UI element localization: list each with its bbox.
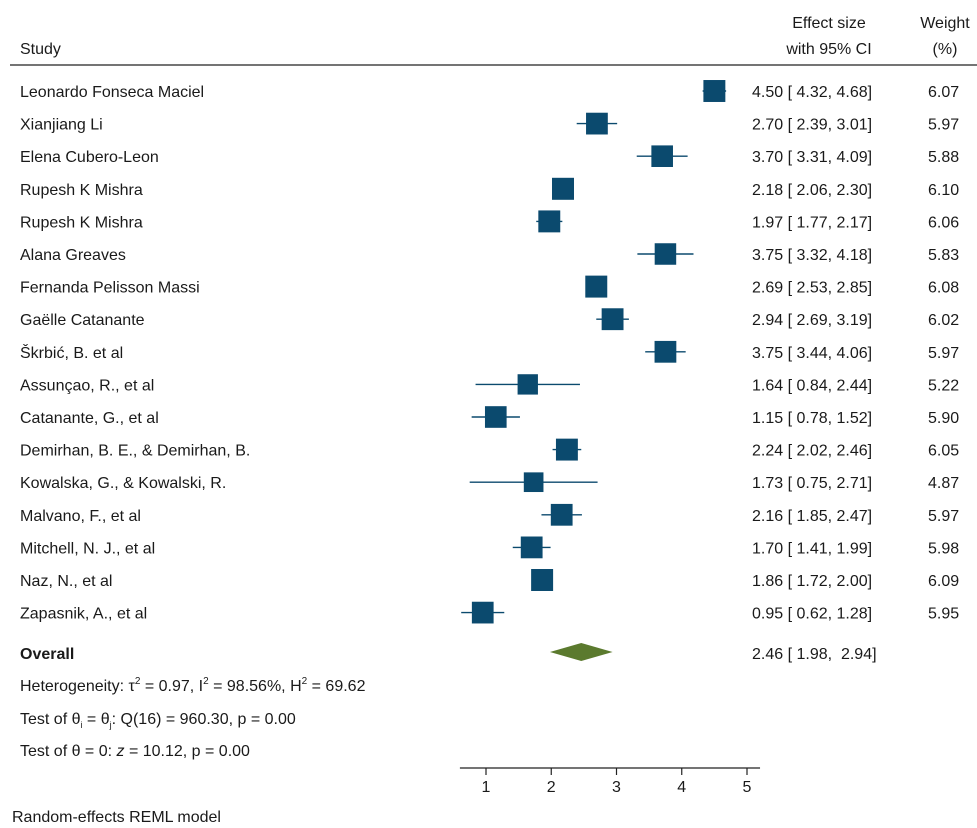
effect-marker <box>550 503 573 526</box>
study-label: Mitchell, N. J., et al <box>20 540 155 557</box>
study-label: Demirhan, B. E., & Demirhan, B. <box>20 443 250 460</box>
weight-text: 5.98 <box>928 540 959 557</box>
effect-marker <box>551 177 574 200</box>
study-label: Gaëlle Catanante <box>20 312 145 329</box>
weight-text: 6.05 <box>928 443 959 460</box>
test-theta-i-text: Test of θi = θj: Q(16) = 960.30, p = 0.0… <box>20 711 296 730</box>
study-label: Kowalska, G., & Kowalski, R. <box>20 475 226 492</box>
effect-marker <box>651 145 673 167</box>
weight-text: 5.97 <box>928 345 959 362</box>
weight-text: 6.06 <box>928 214 959 231</box>
effect-marker <box>517 374 538 395</box>
effect-marker <box>654 243 677 265</box>
study-label: Catanante, G., et al <box>20 410 159 427</box>
effect-ci-text: 1.64 [ 0.84, 2.44] <box>752 377 872 394</box>
effect-size-header-line1: Effect size <box>792 15 866 32</box>
weight-text: 5.97 <box>928 508 959 525</box>
effect-ci-text: 3.70 [ 3.31, 4.09] <box>752 149 872 166</box>
effect-marker <box>586 112 608 135</box>
effect-ci-text: 1.97 [ 1.77, 2.17] <box>752 214 872 231</box>
effect-ci-text: 2.18 [ 2.06, 2.30] <box>752 182 872 199</box>
effect-ci-text: 0.95 [ 0.62, 1.28] <box>752 606 872 623</box>
test-theta-text: Test of θ = 0: z = 10.12, p = 0.00 <box>20 743 250 760</box>
effect-ci-text: 2.24 [ 2.02, 2.46] <box>752 443 872 460</box>
weight-text: 5.90 <box>928 410 959 427</box>
x-tick-label: 4 <box>677 779 686 796</box>
overall-label: Overall <box>20 646 74 663</box>
effect-marker <box>484 406 507 428</box>
effect-ci-text: 2.16 [ 1.85, 2.47] <box>752 508 872 525</box>
x-tick-label: 1 <box>482 779 491 796</box>
overall-diamond <box>549 643 613 661</box>
weight-header-line2: (%) <box>933 41 958 58</box>
effect-marker <box>538 210 561 233</box>
effect-ci-text: 1.86 [ 1.72, 2.00] <box>752 573 872 590</box>
x-tick-label: 5 <box>743 779 752 796</box>
effect-marker <box>703 80 726 102</box>
weight-text: 4.87 <box>928 475 959 492</box>
study-label: Malvano, F., et al <box>20 508 141 525</box>
weight-text: 6.02 <box>928 312 959 329</box>
study-column-header: Study <box>20 41 61 58</box>
weight-text: 5.88 <box>928 149 959 166</box>
effect-marker <box>531 569 554 591</box>
weight-text: 5.97 <box>928 117 959 134</box>
effect-marker <box>555 438 578 461</box>
x-tick-label: 3 <box>612 779 621 796</box>
study-label: Xianjiang Li <box>20 117 103 134</box>
x-tick-label: 2 <box>547 779 556 796</box>
weight-text: 6.09 <box>928 573 959 590</box>
overall-effect-ci: 2.46 [ 1.98, 2.94] <box>752 646 877 663</box>
effect-ci-text: 2.69 [ 2.53, 2.85] <box>752 280 872 297</box>
effect-ci-text: 2.94 [ 2.69, 3.19] <box>752 312 872 329</box>
effect-marker <box>471 601 494 624</box>
study-label: Alana Greaves <box>20 247 126 264</box>
effect-ci-text: 1.70 [ 1.41, 1.99] <box>752 540 872 557</box>
effect-ci-text: 3.75 [ 3.32, 4.18] <box>752 247 872 264</box>
study-label: Naz, N., et al <box>20 573 112 590</box>
x-axis-ticks: 1 2 3 4 5 <box>482 768 752 796</box>
effect-ci-text: 1.15 [ 0.78, 1.52] <box>752 410 872 427</box>
study-label: Rupesh K Mishra <box>20 182 143 199</box>
study-label: Rupesh K Mishra <box>20 214 143 231</box>
effect-size-header-line2: with 95% CI <box>785 41 871 58</box>
effect-ci-text: 4.50 [ 4.32, 4.68] <box>752 84 872 101</box>
weight-text: 6.08 <box>928 280 959 297</box>
heterogeneity-text: Heterogeneity: τ2 = 0.97, I2 = 98.56%, H… <box>20 676 366 695</box>
study-rows: Leonardo Fonseca Maciel 4.50 [ 4.32, 4.68… <box>20 80 959 624</box>
effect-ci-text: 2.70 [ 2.39, 3.01] <box>752 117 872 134</box>
study-label: Fernanda Pelisson Massi <box>20 280 200 297</box>
weight-text: 5.83 <box>928 247 959 264</box>
model-note: Random-effects REML model <box>12 809 221 826</box>
weight-text: 5.22 <box>928 377 959 394</box>
weight-text: 5.95 <box>928 606 959 623</box>
effect-marker <box>654 340 677 363</box>
weight-header-line1: Weight <box>920 15 970 32</box>
study-label: Elena Cubero-Leon <box>20 149 159 166</box>
study-label: Leonardo Fonseca Maciel <box>20 84 204 101</box>
weight-text: 6.07 <box>928 84 959 101</box>
study-label: Assunçao, R., et al <box>20 377 154 394</box>
effect-marker <box>585 275 608 298</box>
effect-ci-text: 1.73 [ 0.75, 2.71] <box>752 475 872 492</box>
study-label: Zapasnik, A., et al <box>20 606 147 623</box>
effect-ci-text: 3.75 [ 3.44, 4.06] <box>752 345 872 362</box>
effect-marker <box>523 472 544 493</box>
effect-marker <box>601 308 624 331</box>
effect-marker <box>520 536 543 559</box>
study-label: Škrbić, B. et al <box>20 343 123 362</box>
weight-text: 6.10 <box>928 182 959 199</box>
